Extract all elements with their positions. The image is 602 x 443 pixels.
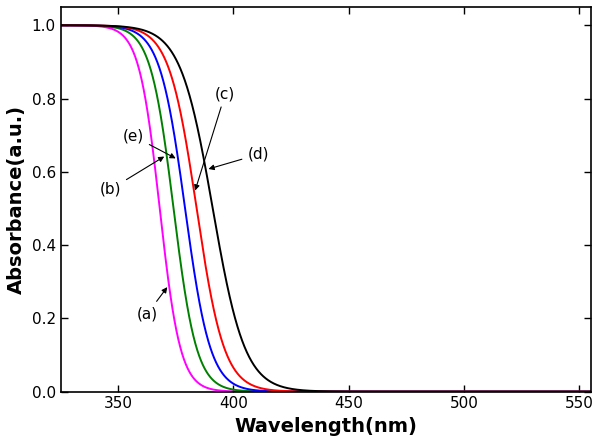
Y-axis label: Absorbance(a.u.): Absorbance(a.u.) xyxy=(7,105,26,294)
X-axis label: Wavelength(nm): Wavelength(nm) xyxy=(234,417,417,436)
Text: (d): (d) xyxy=(209,147,269,170)
Text: (e): (e) xyxy=(123,128,175,158)
Text: (c): (c) xyxy=(194,86,235,189)
Text: (b): (b) xyxy=(100,157,163,197)
Text: (a): (a) xyxy=(137,288,167,321)
